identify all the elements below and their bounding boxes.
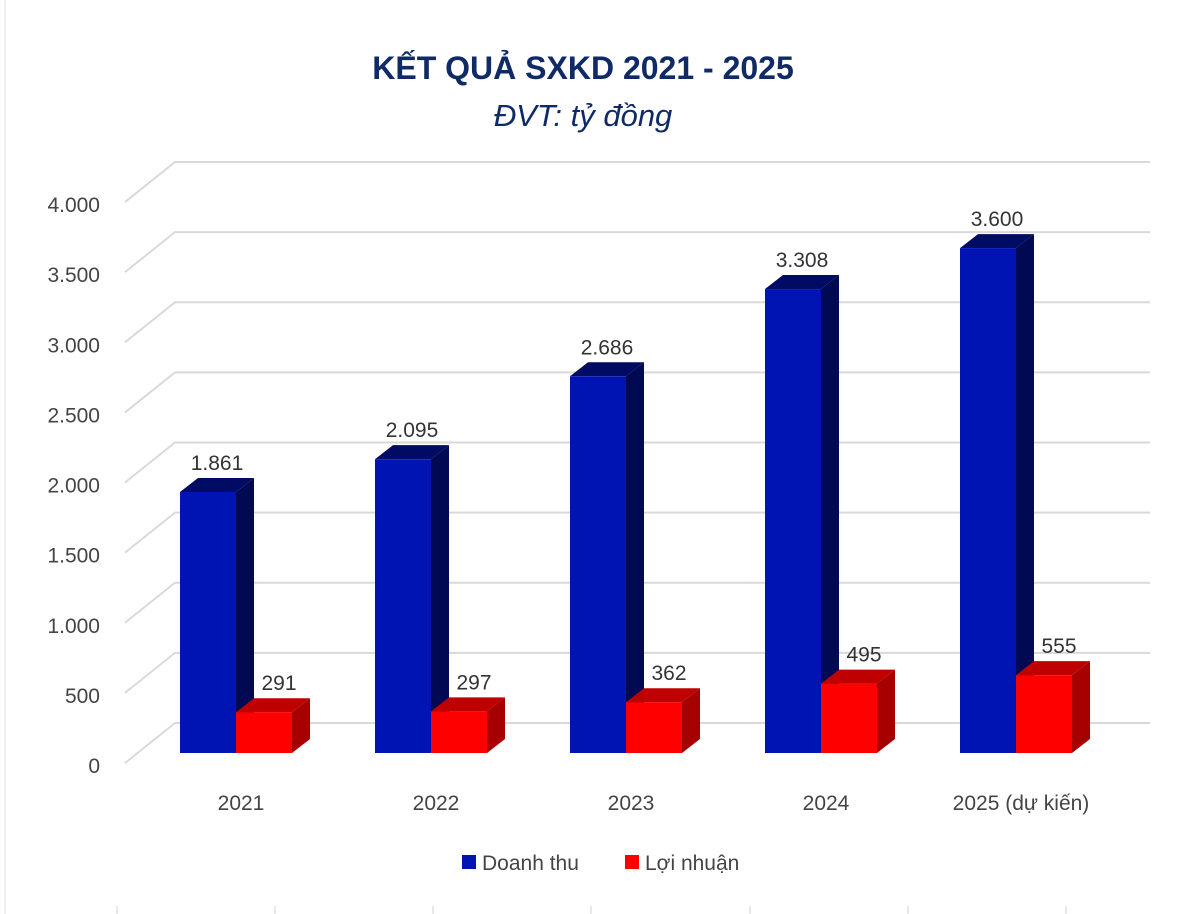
bar-top	[821, 669, 895, 684]
x-tick-label: 2022	[413, 792, 460, 815]
y-tick-label: 1.000	[47, 615, 100, 638]
legend-label: Doanh thu	[482, 852, 579, 875]
x-tick-label: 2024	[803, 792, 850, 815]
data-label: 291	[261, 672, 296, 695]
x-tick-label: 2025 (dự kiến)	[953, 792, 1090, 815]
y-tick-label: 0	[88, 755, 100, 778]
x-tick-label: 2021	[218, 792, 265, 815]
bar-top	[960, 234, 1034, 249]
y-tick-label: 3.000	[47, 334, 100, 357]
bar	[960, 248, 1016, 753]
bar-top	[431, 697, 505, 712]
bar-top	[375, 445, 449, 460]
bar-side	[1072, 661, 1090, 753]
bar-side	[431, 445, 449, 753]
bar	[1016, 675, 1072, 753]
bar-side	[682, 688, 700, 753]
y-tick-label: 1.500	[47, 545, 100, 568]
bar-side	[487, 697, 505, 753]
y-tick-label: 2.000	[47, 475, 100, 498]
y-tick-label: 2.500	[47, 404, 100, 427]
bar	[180, 492, 236, 753]
bar-side	[626, 362, 644, 753]
data-label: 362	[651, 662, 686, 685]
bar	[626, 702, 682, 753]
bar-top	[570, 362, 644, 377]
y-tick-label: 4.000	[47, 194, 100, 217]
data-label: 555	[1041, 635, 1076, 658]
bar	[570, 376, 626, 753]
data-label: 3.308	[776, 249, 829, 272]
bar-side	[292, 698, 310, 753]
legend-label: Lợi nhuận	[645, 852, 739, 875]
gridline	[124, 161, 1150, 203]
y-tick-label: 500	[65, 685, 100, 708]
data-label: 2.095	[386, 419, 439, 442]
chart-subtitle: ĐVT: tỷ đồng	[493, 98, 673, 133]
data-label: 1.861	[191, 452, 244, 475]
bar-top	[1016, 661, 1090, 676]
bar-side	[877, 669, 895, 753]
legend-swatch	[625, 855, 639, 869]
data-label: 3.600	[971, 208, 1024, 231]
x-tick-label: 2023	[608, 792, 655, 815]
bar-top	[765, 275, 839, 290]
data-label: 495	[846, 644, 881, 667]
bar-side	[236, 478, 254, 753]
y-tick-label: 3.500	[47, 264, 100, 287]
gridline	[124, 231, 1150, 273]
data-label: 2.686	[581, 336, 634, 359]
bar-top	[180, 478, 254, 492]
bar	[431, 711, 487, 753]
bar-side	[821, 275, 839, 753]
bar-top	[236, 698, 310, 713]
data-label: 297	[456, 671, 491, 694]
bar	[821, 683, 877, 753]
bar-top	[626, 688, 700, 703]
bar	[236, 712, 292, 753]
bar-side	[1016, 234, 1034, 753]
legend-swatch	[462, 855, 476, 869]
bar	[765, 289, 821, 753]
chart-title: KẾT QUẢ SXKD 2021 - 2025	[372, 50, 794, 86]
bar	[375, 459, 431, 753]
